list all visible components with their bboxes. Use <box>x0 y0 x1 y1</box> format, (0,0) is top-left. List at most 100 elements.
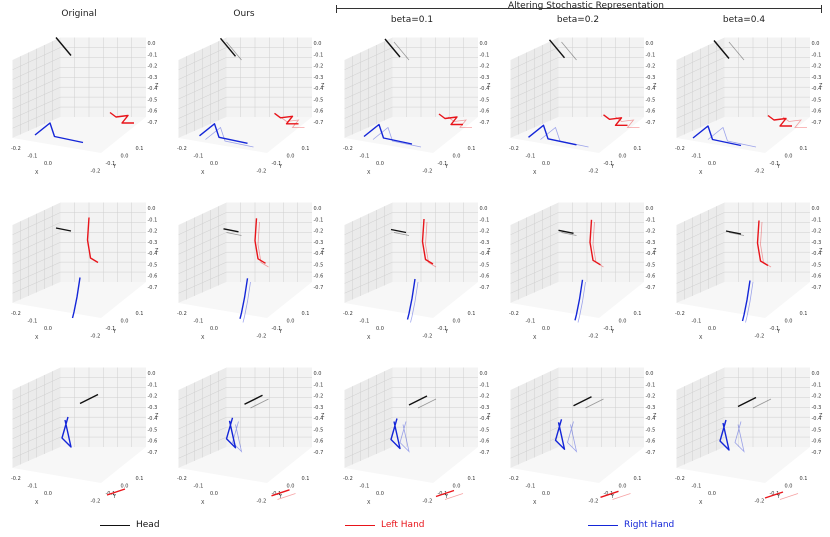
right-hand-trajectory-faint <box>410 281 419 323</box>
x-axis-label: X <box>699 335 703 341</box>
legend-right-hand-label: Right Hand <box>624 520 675 530</box>
left-hand-trajectory-faint <box>782 116 807 128</box>
x-tick-label: 0.0 <box>376 326 384 332</box>
z-tick-label: -0.5 <box>480 97 490 103</box>
z-tick-label: -0.6 <box>812 109 822 115</box>
x-axis-label: X <box>201 170 205 176</box>
right-hand-trajectory <box>199 123 248 144</box>
z-tick-label: -0.6 <box>646 274 656 280</box>
y-tick-label: -0.2 <box>589 499 599 505</box>
y-tick-label: -0.1 <box>272 161 282 167</box>
panel-r3-c4: 0.0 -0.1 -0.2 -0.3 -0.4 -0.5 -0.6 -0.7 Z -0.2 -0.1… <box>509 367 657 506</box>
z-tick-label: -0.7 <box>148 450 158 456</box>
z-tick-label: -0.4 <box>812 86 822 92</box>
z-tick-label: -0.4 <box>314 251 324 257</box>
head-trajectory <box>558 229 574 234</box>
y-tick-label: -0.1 <box>770 161 780 167</box>
z-axis-label: Z <box>487 248 491 254</box>
z-tick-label: -0.2 <box>480 64 490 70</box>
z-tick-label: -0.7 <box>812 450 822 456</box>
right-hand-trajectory-faint <box>242 281 251 323</box>
y-tick-label: 0.0 <box>785 154 793 160</box>
x-tick-label: 0.0 <box>708 491 716 497</box>
z-tick-label: -0.3 <box>480 240 490 246</box>
x-tick-label: -0.1 <box>360 484 370 490</box>
y-tick-label: 0.0 <box>453 484 461 490</box>
z-axis-label: Z <box>819 413 823 419</box>
z-tick-label: -0.5 <box>314 427 324 433</box>
x-tick-label: 0.0 <box>708 326 716 332</box>
left-hand-trajectory <box>435 489 455 498</box>
left-hand-trajectory <box>600 490 619 498</box>
y-tick-label: 0.1 <box>468 476 476 482</box>
left-hand-trajectory <box>438 113 463 126</box>
x-tick-label: -0.2 <box>509 146 519 152</box>
z-tick-label: -0.4 <box>480 86 490 92</box>
panel-r2-c3: 0.0 -0.1 -0.2 -0.3 -0.4 -0.5 -0.6 -0.7 Z -0.2 -0.1… <box>343 202 491 341</box>
left-hand-trajectory-faint <box>425 221 437 268</box>
x-tick-label: 0.0 <box>376 161 384 167</box>
z-tick-label: -0.4 <box>812 251 822 257</box>
z-tick-label: 0.0 <box>148 41 156 47</box>
head-trajectory <box>390 228 407 234</box>
z-tick-label: -0.7 <box>812 120 822 126</box>
y-tick-label: 0.1 <box>136 476 144 482</box>
y-tick-label: -0.1 <box>604 326 614 332</box>
x-tick-label: -0.2 <box>675 146 685 152</box>
y-axis-label: Y <box>444 329 449 335</box>
y-tick-label: 0.0 <box>287 484 295 490</box>
y-tick-label: 0.0 <box>287 154 295 160</box>
z-tick-label: -0.6 <box>646 439 656 445</box>
z-tick-label: -0.2 <box>480 229 490 235</box>
x-tick-label: -0.2 <box>343 311 353 317</box>
z-tick-label: 0.0 <box>314 371 322 377</box>
x-tick-label: -0.2 <box>177 146 187 152</box>
z-tick-label: -0.3 <box>812 75 822 81</box>
head-trajectory-faint <box>250 398 269 409</box>
head-trajectory <box>244 394 263 405</box>
z-tick-label: 0.0 <box>148 371 156 377</box>
x-axis-label: X <box>367 170 371 176</box>
x-tick-label: 0.0 <box>210 161 218 167</box>
x-tick-label: -0.1 <box>28 319 38 325</box>
head-trajectory-faint <box>417 398 437 409</box>
y-tick-label: 0.0 <box>121 154 129 160</box>
y-tick-label: 0.0 <box>287 319 295 325</box>
y-tick-label: 0.0 <box>619 319 627 325</box>
z-tick-label: -0.3 <box>646 240 656 246</box>
panel-r2-c4: 0.0 -0.1 -0.2 -0.3 -0.4 -0.5 -0.6 -0.7 Z -0.2 -0.1… <box>509 202 657 341</box>
z-tick-label: -0.6 <box>480 109 490 115</box>
z-tick-label: -0.1 <box>646 217 656 223</box>
group-label: Altering Stochastic Representation <box>508 1 664 11</box>
z-tick-label: -0.5 <box>480 427 490 433</box>
z-tick-label: -0.1 <box>812 217 822 223</box>
y-tick-label: 0.1 <box>800 476 808 482</box>
z-tick-label: -0.2 <box>480 394 490 400</box>
x-axis-label: X <box>35 170 39 176</box>
z-tick-label: -0.4 <box>480 416 490 422</box>
z-axis-label: Z <box>819 248 823 254</box>
z-tick-label: -0.7 <box>646 450 656 456</box>
z-tick-label: -0.3 <box>148 405 158 411</box>
left-hand-trajectory-faint <box>280 116 305 128</box>
right-hand-trajectory <box>406 278 416 320</box>
x-tick-label: 0.0 <box>44 161 52 167</box>
head-trajectory <box>737 396 757 408</box>
floor-pane <box>178 282 312 318</box>
floor-pane <box>344 447 478 483</box>
z-tick-label: 0.0 <box>480 41 488 47</box>
legend-left-hand-label: Left Hand <box>381 520 425 530</box>
z-tick-label: -0.2 <box>812 394 822 400</box>
panel-r1-c3: 0.0 -0.1 -0.2 -0.3 -0.4 -0.5 -0.6 -0.7 Z -0.2 -0.1… <box>343 37 491 176</box>
right-hand-trajectory-faint <box>567 421 578 453</box>
x-tick-label: -0.1 <box>28 484 38 490</box>
z-tick-label: -0.1 <box>646 52 656 58</box>
y-axis-label: Y <box>278 494 283 500</box>
z-tick-label: -0.4 <box>646 251 656 257</box>
y-tick-label: -0.1 <box>106 161 116 167</box>
y-tick-label: 0.1 <box>468 311 476 317</box>
y-tick-label: -0.2 <box>755 334 765 340</box>
z-tick-label: -0.3 <box>480 75 490 81</box>
head-trajectory <box>548 39 566 59</box>
left-hand-trajectory-faint <box>257 221 269 268</box>
